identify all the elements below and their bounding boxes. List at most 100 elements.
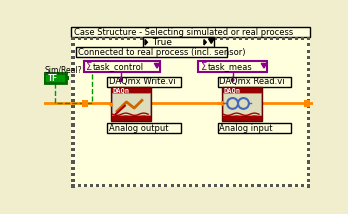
Bar <box>307 86 310 90</box>
Bar <box>304 100 310 107</box>
Bar <box>96 37 99 40</box>
Bar <box>71 111 74 114</box>
Bar <box>71 50 74 53</box>
Bar <box>245 184 248 187</box>
Bar <box>307 184 310 187</box>
Bar <box>71 74 74 77</box>
Text: Σ: Σ <box>86 62 92 72</box>
Bar <box>171 184 174 187</box>
Bar <box>307 105 310 108</box>
Bar <box>71 117 74 120</box>
Bar <box>201 184 205 187</box>
Bar <box>127 37 130 40</box>
Bar <box>71 62 74 65</box>
Bar <box>84 61 160 72</box>
Text: Analog output: Analog output <box>109 124 168 133</box>
Bar <box>301 37 304 40</box>
Bar <box>71 136 74 139</box>
Bar <box>71 68 74 71</box>
Bar <box>76 47 227 57</box>
FancyArrow shape <box>119 77 122 82</box>
Bar <box>71 160 74 163</box>
Bar <box>307 117 310 120</box>
Bar <box>102 184 105 187</box>
Bar <box>214 184 217 187</box>
Bar <box>96 184 99 187</box>
Bar <box>222 86 262 121</box>
Polygon shape <box>145 40 147 45</box>
Text: Connected to real process (incl. sensor): Connected to real process (incl. sensor) <box>78 48 246 57</box>
Bar <box>245 37 248 40</box>
Bar <box>195 37 198 40</box>
Bar <box>177 37 180 40</box>
Bar <box>232 184 236 187</box>
Bar <box>183 184 186 187</box>
Bar <box>218 123 292 134</box>
Bar <box>177 184 180 187</box>
Bar <box>84 184 87 187</box>
Bar <box>84 37 87 40</box>
Bar <box>220 37 223 40</box>
Bar <box>71 80 74 83</box>
Bar <box>109 184 112 187</box>
Bar <box>307 50 310 53</box>
Bar <box>195 184 198 187</box>
Bar <box>107 123 181 134</box>
Bar <box>282 184 285 187</box>
Bar <box>71 148 74 151</box>
Bar <box>251 184 254 187</box>
Bar <box>270 37 273 40</box>
Bar <box>258 37 261 40</box>
Bar <box>112 93 150 115</box>
Bar <box>307 166 310 170</box>
Bar <box>307 37 310 40</box>
Bar <box>307 43 310 46</box>
Text: DAQmx Read.vi: DAQmx Read.vi <box>220 77 285 86</box>
Bar <box>71 93 74 96</box>
Bar <box>71 154 74 157</box>
Bar <box>71 185 74 188</box>
Bar <box>102 37 105 40</box>
Text: Σ: Σ <box>201 62 207 72</box>
Bar <box>90 37 93 40</box>
Bar <box>115 184 118 187</box>
Bar <box>143 37 214 47</box>
Bar <box>133 184 136 187</box>
Bar <box>140 37 143 40</box>
FancyArrow shape <box>109 103 113 107</box>
Bar <box>223 93 261 115</box>
Bar <box>307 56 310 59</box>
Text: task_meas: task_meas <box>208 62 253 71</box>
Bar <box>82 100 88 107</box>
Bar <box>107 76 181 86</box>
Bar <box>146 184 149 187</box>
Bar <box>276 37 279 40</box>
Bar <box>307 160 310 163</box>
Polygon shape <box>261 63 267 68</box>
Bar <box>307 154 310 157</box>
Text: Case Structure - Selecting simulated or real process: Case Structure - Selecting simulated or … <box>74 28 294 37</box>
Bar <box>307 93 310 96</box>
Bar <box>133 37 136 40</box>
Bar <box>71 130 74 133</box>
Bar <box>270 184 273 187</box>
Bar <box>71 37 310 187</box>
Bar <box>214 37 217 40</box>
Bar <box>258 184 261 187</box>
Bar <box>71 166 74 170</box>
Bar <box>208 37 211 40</box>
Bar <box>71 142 74 145</box>
Bar <box>263 37 267 40</box>
Bar <box>288 184 292 187</box>
Bar <box>152 184 155 187</box>
Bar <box>146 37 149 40</box>
Bar <box>158 37 161 40</box>
Bar <box>232 37 236 40</box>
Bar <box>164 37 167 40</box>
Bar <box>158 184 161 187</box>
Polygon shape <box>154 63 160 68</box>
Bar <box>44 73 66 83</box>
Text: DAQn: DAQn <box>223 87 240 93</box>
Bar <box>65 76 69 80</box>
Bar <box>307 130 310 133</box>
